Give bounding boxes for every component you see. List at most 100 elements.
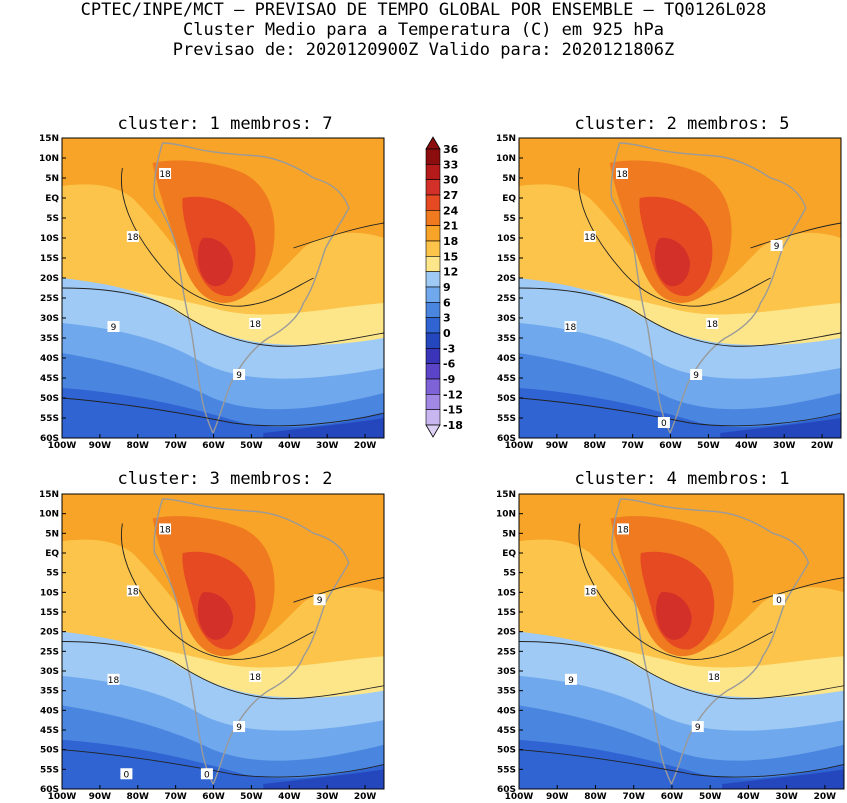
lat-label: EQ bbox=[502, 194, 516, 204]
lon-label: 50W bbox=[240, 792, 263, 802]
lat-label: 35S bbox=[497, 334, 516, 344]
colorbar-tick-label: -9 bbox=[443, 373, 455, 386]
colorbar-tick-label: -12 bbox=[443, 388, 463, 401]
svg-text:18: 18 bbox=[708, 673, 720, 683]
isotherm bbox=[752, 577, 845, 603]
colorbar-swatch bbox=[425, 256, 441, 272]
lon-label: 20W bbox=[811, 441, 834, 451]
contour-label: 18 bbox=[107, 673, 120, 686]
contour-label: 9 bbox=[107, 321, 120, 333]
colorbar-swatch bbox=[425, 378, 441, 395]
colorbar-tick-label: -3 bbox=[443, 342, 455, 355]
contour-label: 18 bbox=[249, 318, 262, 330]
map-frame bbox=[61, 137, 385, 439]
contour-label: 18 bbox=[249, 670, 262, 683]
lon-label: 20W bbox=[354, 792, 377, 802]
svg-text:9: 9 bbox=[693, 371, 699, 381]
temp-band bbox=[263, 418, 384, 438]
lat-label: 30S bbox=[40, 314, 59, 324]
lat-label: 60S bbox=[40, 785, 59, 795]
lat-label: 35S bbox=[497, 687, 516, 697]
lat-label: EQ bbox=[45, 194, 59, 204]
contour-label: 9 bbox=[233, 369, 246, 381]
lat-label: 10N bbox=[496, 510, 516, 520]
colorbar-swatch bbox=[425, 409, 441, 426]
colorbar-swatch bbox=[425, 394, 441, 410]
colorbar-tick-label: 21 bbox=[443, 220, 458, 233]
lon-label: 60W bbox=[661, 792, 684, 802]
svg-text:9: 9 bbox=[236, 371, 242, 381]
contour-label: 18 bbox=[708, 670, 720, 683]
lon-label: 80W bbox=[584, 441, 607, 451]
lon-label: 40W bbox=[737, 792, 760, 802]
lat-label: 50S bbox=[40, 394, 59, 404]
isotherm bbox=[61, 397, 385, 427]
colorbar-swatch bbox=[425, 317, 441, 334]
lat-label: 10N bbox=[39, 154, 59, 164]
svg-text:18: 18 bbox=[585, 587, 597, 597]
lat-label: 5N bbox=[502, 529, 516, 539]
isotherm bbox=[121, 523, 314, 660]
map-frame bbox=[518, 493, 845, 790]
lat-label: 25S bbox=[40, 294, 59, 304]
colorbar-swatch bbox=[425, 332, 441, 349]
figure-header: CPTEC/INPE/MCT – PREVISAO DE TEMPO GLOBA… bbox=[0, 0, 847, 60]
lat-label: 10N bbox=[39, 510, 59, 520]
colorbar-swatch bbox=[425, 164, 441, 180]
lat-label: 10S bbox=[497, 234, 516, 244]
temp-band bbox=[348, 494, 384, 519]
colorbar-swatch bbox=[425, 348, 441, 364]
contour-label: 18 bbox=[126, 231, 139, 243]
temp-band bbox=[263, 769, 384, 789]
colorbar-swatch bbox=[425, 194, 441, 211]
map-frame bbox=[518, 137, 842, 439]
panel-3-title: cluster: 3 membros: 2 bbox=[117, 469, 333, 489]
temp-band bbox=[348, 138, 384, 163]
contour-label: 18 bbox=[706, 318, 719, 330]
lon-label: 90W bbox=[89, 441, 112, 451]
colorbar-swatch bbox=[425, 148, 441, 165]
lat-label: 10S bbox=[40, 588, 59, 598]
lat-label: 10S bbox=[40, 234, 59, 244]
lat-label: 10S bbox=[497, 588, 516, 598]
temp-band bbox=[722, 769, 844, 789]
lon-label: 80W bbox=[127, 441, 150, 451]
lat-label: 45S bbox=[40, 374, 59, 384]
contour-label: 9 bbox=[690, 369, 703, 381]
colorbar-tick-label: -15 bbox=[443, 404, 463, 417]
lon-label: 100W bbox=[505, 792, 534, 802]
svg-text:18: 18 bbox=[584, 233, 596, 243]
contour-label: 18 bbox=[617, 523, 629, 535]
panel-4-title: cluster: 4 membros: 1 bbox=[574, 469, 790, 489]
colorbar-swatch bbox=[425, 286, 441, 303]
lon-label: 30W bbox=[773, 441, 796, 451]
svg-text:18: 18 bbox=[616, 170, 628, 180]
header-title: CPTEC/INPE/MCT – PREVISAO DE TEMPO GLOBA… bbox=[80, 0, 767, 20]
isotherm bbox=[518, 641, 845, 700]
isotherm bbox=[293, 222, 385, 249]
lat-label: 40S bbox=[497, 706, 516, 716]
lon-label: 50W bbox=[240, 441, 263, 451]
isotherm bbox=[578, 523, 774, 660]
map-panel-2: 18 18 18 18 9 9 0 15N 10N 5N EQ 5S 10S 15S 20S 25S 30S 35… bbox=[496, 134, 842, 451]
colorbar-tick-label: 12 bbox=[443, 266, 458, 279]
svg-text:9: 9 bbox=[695, 723, 701, 733]
isotherm bbox=[518, 287, 842, 347]
lon-label: 60W bbox=[202, 792, 225, 802]
lat-label: 55S bbox=[40, 414, 59, 424]
lat-label: 40S bbox=[497, 354, 516, 364]
contour-label: 18 bbox=[159, 523, 172, 535]
lon-label: 50W bbox=[697, 441, 720, 451]
colorbar-tick-label: 9 bbox=[443, 281, 451, 294]
lon-label: 40W bbox=[278, 792, 301, 802]
lat-label: 5N bbox=[45, 529, 59, 539]
temp-band bbox=[808, 494, 844, 519]
temp-band bbox=[519, 739, 844, 789]
lat-label: 50S bbox=[497, 746, 516, 756]
colorbar-tick-label: 27 bbox=[443, 189, 458, 202]
coastline bbox=[611, 498, 810, 785]
temp-band bbox=[197, 592, 234, 640]
lon-label: 70W bbox=[622, 792, 645, 802]
coastline bbox=[610, 142, 807, 434]
